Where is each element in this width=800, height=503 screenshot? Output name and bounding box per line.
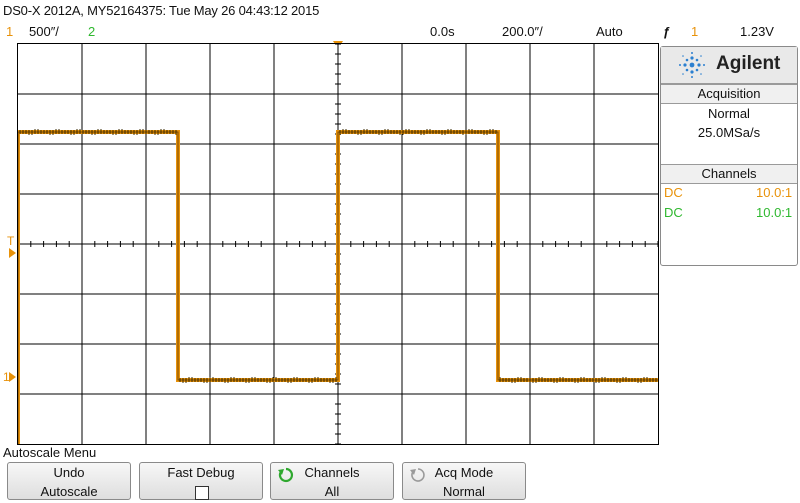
trigger-slope-icon: ƒ — [663, 24, 671, 39]
undo-autoscale-button[interactable]: Undo Autoscale — [7, 462, 131, 500]
softkey-3-value: All — [324, 484, 340, 499]
acq-mode-button[interactable]: Acq Mode Normal — [402, 462, 526, 500]
window-title: DS0-X 2012A, MY52164375: Tue May 26 04:4… — [3, 3, 320, 18]
status-bar: 1 500″/ 2 0.0s 200.0″/ Auto ƒ 1 1.23V — [0, 22, 800, 40]
fast-debug-button[interactable]: Fast Debug — [139, 462, 263, 500]
ch2-number[interactable]: 2 — [88, 24, 96, 39]
softkey-1-label: Undo — [53, 465, 85, 480]
time-delay[interactable]: 0.0s — [430, 24, 455, 39]
ch1-number[interactable]: 1 — [6, 24, 14, 39]
trigger-level-arrow-icon — [9, 248, 16, 258]
trigger-mode[interactable]: Auto — [596, 24, 623, 39]
ch1-scale[interactable]: 500″/ — [29, 24, 59, 39]
ch1-ground-arrow-icon — [9, 372, 16, 382]
channels-button[interactable]: Channels All — [270, 462, 394, 500]
graticule — [16, 43, 659, 445]
ch2-probe: 10.0:1 — [756, 205, 793, 220]
waveform-display[interactable] — [16, 43, 659, 445]
rotate-knob-dim-icon — [410, 468, 425, 482]
sample-rate: 25.0MSa/s — [697, 125, 761, 140]
ch1-coupling: DC — [664, 185, 683, 200]
ch2-coupling: DC — [664, 205, 683, 220]
info-panel: Agilent Acquisition Normal 25.0MSa/s Cha… — [660, 46, 798, 266]
fast-debug-checkbox[interactable] — [195, 486, 209, 500]
time-scale[interactable]: 200.0″/ — [502, 24, 543, 39]
ch1-ground-marker[interactable]: 1 — [3, 370, 10, 384]
trigger-channel[interactable]: 1 — [691, 24, 699, 39]
agilent-spark-icon — [679, 52, 705, 78]
softkey-2-label: Fast Debug — [167, 465, 235, 480]
rotate-knob-icon — [278, 467, 294, 483]
brand-name: Agilent — [716, 53, 781, 74]
softkey-3-label: Channels — [304, 465, 360, 480]
softkey-4-value: Normal — [443, 484, 485, 499]
channels-heading: Channels — [661, 164, 797, 184]
trigger-level[interactable]: 1.23V — [740, 24, 774, 39]
acquisition-heading: Acquisition — [661, 84, 797, 104]
brand-logo: Agilent — [661, 47, 797, 84]
softkey-1-value: Autoscale — [40, 484, 98, 499]
ch1-probe: 10.0:1 — [756, 185, 793, 200]
menu-title: Autoscale Menu — [3, 445, 97, 460]
acquisition-mode: Normal — [708, 106, 750, 121]
trigger-level-marker[interactable]: T — [7, 234, 15, 248]
softkey-4-label: Acq Mode — [434, 465, 494, 480]
